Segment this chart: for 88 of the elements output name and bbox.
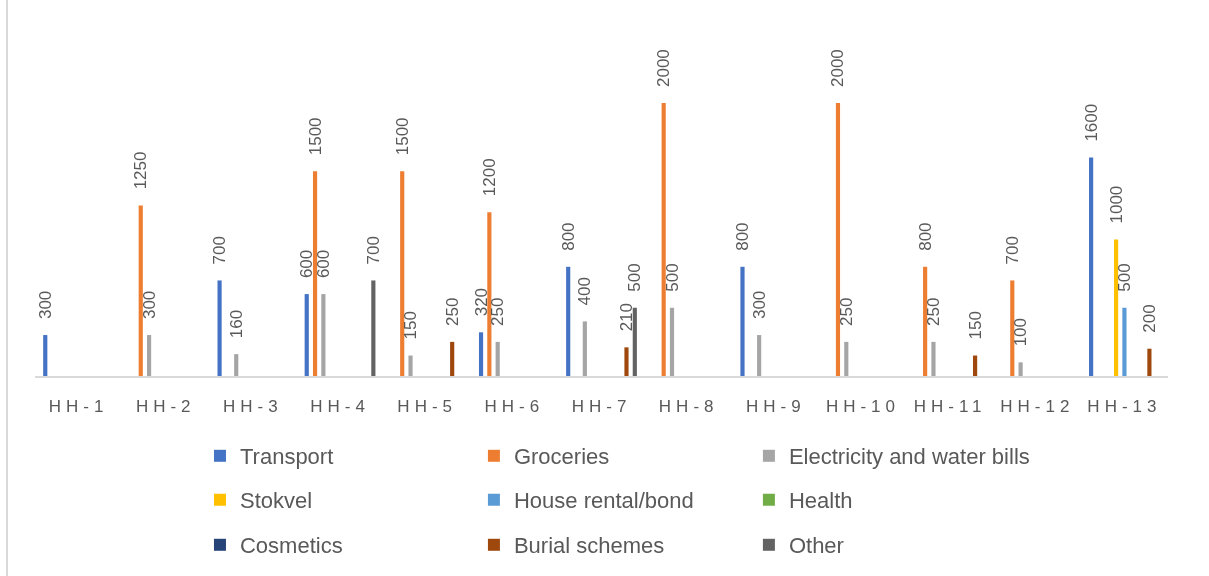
x-tick-label: HH-5 [397, 397, 458, 417]
bar [408, 355, 413, 376]
legend-label: Health [788, 488, 853, 514]
legend-label: Groceries [513, 444, 610, 470]
legend-label: Transport [239, 444, 334, 470]
legend-label: Cosmetics [239, 533, 343, 559]
bar [1018, 362, 1023, 376]
data-label: 250 [488, 297, 508, 326]
data-label: 300 [139, 290, 159, 320]
bar [478, 332, 484, 376]
bar [312, 171, 318, 376]
bar [1147, 348, 1152, 376]
x-tick-label: HH-8 [658, 397, 719, 417]
data-label: 150 [965, 311, 985, 340]
data-label: 1200 [479, 158, 499, 197]
x-tick-label: HH-1 [48, 397, 109, 417]
bar [757, 335, 762, 376]
bar [624, 347, 629, 376]
data-label: 1500 [305, 117, 325, 156]
data-label: 100 [1011, 317, 1031, 347]
data-label: 700 [210, 236, 230, 265]
data-label: 700 [363, 236, 383, 265]
bar [632, 307, 637, 376]
data-label: 2000 [654, 49, 674, 87]
x-tick-label: HH-2 [135, 397, 196, 417]
data-label: 800 [915, 222, 935, 251]
bar [661, 103, 666, 376]
data-label: 1250 [131, 151, 151, 190]
data-label: 300 [35, 290, 55, 320]
bar [844, 341, 849, 376]
data-label: 250 [442, 297, 462, 326]
data-label: 150 [401, 311, 421, 340]
bar [1114, 239, 1119, 376]
data-label: 2000 [828, 49, 848, 87]
data-label: 1500 [392, 117, 412, 156]
data-label: 500 [1114, 263, 1134, 292]
data-label: 200 [1139, 304, 1159, 333]
legend-label: Electricity and water bills [788, 444, 1030, 470]
data-label: 800 [558, 222, 578, 251]
bar [566, 266, 571, 376]
x-tick-label: HH-11 [913, 397, 987, 417]
bar [371, 280, 376, 376]
bar [450, 341, 455, 376]
bar [973, 355, 978, 376]
data-label: 400 [575, 277, 595, 306]
bar [1010, 280, 1015, 376]
bar [931, 341, 936, 376]
data-label: 320 [471, 287, 491, 317]
x-tick-label: HH-10 [825, 397, 901, 417]
bar [740, 266, 745, 376]
data-label: 500 [625, 263, 645, 292]
x-tick-label: HH-6 [484, 397, 545, 417]
bar [217, 280, 222, 376]
x-tick-label: HH-13 [1087, 397, 1162, 417]
data-label: 210 [616, 302, 636, 332]
data-label: 160 [226, 309, 246, 339]
x-tick-label: HH-3 [223, 397, 283, 417]
bar [43, 335, 48, 376]
data-label: 700 [1002, 236, 1022, 265]
bar [1122, 307, 1127, 376]
bar [487, 212, 492, 376]
bar [669, 307, 675, 376]
x-tick-label: HH-12 [1000, 397, 1075, 417]
bar [138, 205, 143, 376]
data-label: 300 [749, 290, 769, 320]
legend-label: Stokvel [239, 488, 313, 514]
data-label: 250 [923, 297, 943, 326]
bar [923, 266, 928, 376]
data-label: 1000 [1106, 185, 1126, 224]
bar [495, 341, 500, 376]
legend-label: Other [788, 533, 844, 559]
bar [321, 294, 326, 376]
data-label: 1600 [1081, 103, 1101, 142]
bar [304, 294, 309, 376]
bar [835, 103, 841, 376]
x-tick-label: HH-4 [310, 397, 370, 417]
data-label: 800 [732, 222, 752, 251]
bar [582, 321, 587, 376]
legend-label: House rental/bond [513, 488, 694, 514]
legend-label: Burial schemes [513, 533, 665, 559]
bar [146, 335, 152, 376]
bar [234, 354, 239, 376]
data-label: 250 [836, 297, 856, 326]
x-tick-label: HH-9 [745, 397, 806, 417]
bar [1089, 157, 1094, 376]
data-label: 500 [662, 263, 682, 292]
bar [400, 171, 405, 376]
x-tick-label: HH-7 [571, 397, 632, 417]
